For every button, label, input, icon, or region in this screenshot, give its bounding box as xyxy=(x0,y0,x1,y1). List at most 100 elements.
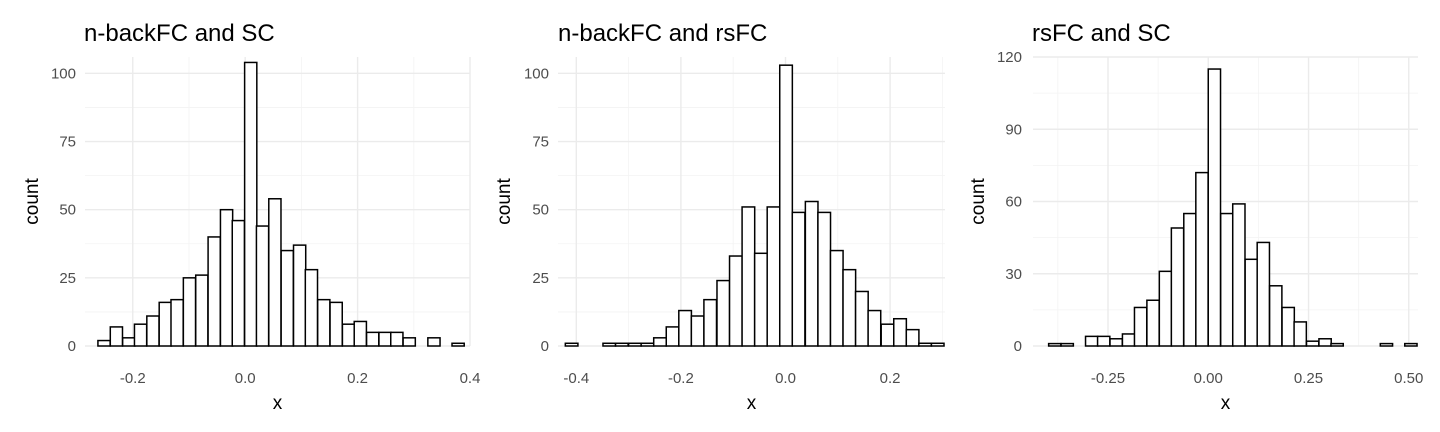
histogram-bar xyxy=(1158,270,1173,347)
histogram-bar xyxy=(1047,342,1062,347)
panel-nback-sc: -0.2 0.0 0.2 0.4 0 25 50 75 100 n-backFC and SC x c… xyxy=(22,20,480,414)
histogram-bar xyxy=(690,315,705,347)
histogram-bar xyxy=(728,255,743,347)
histogram-bar xyxy=(304,268,319,347)
y-tick-label: 90 xyxy=(1005,121,1022,138)
histogram-bar xyxy=(402,337,417,347)
histogram-bar xyxy=(1121,333,1136,347)
histogram-bar xyxy=(1305,340,1320,347)
histogram-bar xyxy=(329,301,343,347)
histogram-bar xyxy=(892,317,908,347)
chart-title: rsFC and SC xyxy=(1032,20,1171,47)
histogram-bar xyxy=(1404,342,1418,347)
histogram-bar xyxy=(365,331,380,347)
histogram-bar xyxy=(1133,306,1148,347)
histogram-bar xyxy=(678,309,693,347)
histogram-bar xyxy=(1281,306,1296,347)
histogram-bar xyxy=(1379,342,1394,347)
x-axis-label: x xyxy=(273,393,283,414)
y-tick-label: 100 xyxy=(51,65,76,82)
chart-title: n-backFC and SC xyxy=(84,20,275,47)
histogram-bar xyxy=(1109,338,1124,347)
histogram-bar xyxy=(867,309,882,347)
histogram-bar xyxy=(753,252,768,347)
histogram-bar xyxy=(316,298,331,347)
y-tick-label: 60 xyxy=(1005,194,1022,211)
histogram-bar xyxy=(255,225,270,347)
histogram-bar xyxy=(231,219,246,347)
histogram-bar xyxy=(1244,258,1259,347)
histogram-bar xyxy=(640,342,655,347)
histogram-bar xyxy=(1231,203,1246,347)
histogram-bar xyxy=(170,298,184,347)
y-tick-label: 100 xyxy=(524,65,549,82)
histogram-bar xyxy=(378,331,392,347)
histogram-bar xyxy=(158,301,173,347)
y-tick-label: 0 xyxy=(68,338,76,355)
y-axis-label: count xyxy=(968,178,989,225)
histogram-bar xyxy=(1195,171,1209,347)
histogram-bar xyxy=(1293,321,1308,347)
histogram-bar xyxy=(451,342,465,347)
histogram-bar xyxy=(427,337,441,347)
panel-rsfc-sc: -0.25 0.00 0.25 0.50 0 30 60 90 120 rsFC and SC x c… xyxy=(968,20,1423,414)
x-tick-label: 0.4 xyxy=(460,370,481,387)
histogram-bar xyxy=(194,274,209,347)
histogram-bar xyxy=(1318,338,1332,347)
x-tick-label: -0.4 xyxy=(563,370,589,387)
histogram-bar xyxy=(243,61,258,347)
histogram-bar xyxy=(905,328,920,347)
y-tick-label: 50 xyxy=(532,202,549,219)
y-tick-label: 50 xyxy=(59,202,76,219)
x-tick-label: 0.0 xyxy=(235,370,256,387)
histogram-bar xyxy=(109,326,124,347)
histogram-bar xyxy=(219,208,234,347)
histogram-bar xyxy=(353,320,368,347)
histogram-bar xyxy=(614,342,629,347)
histogram-bar xyxy=(703,298,718,347)
histogram-bar xyxy=(854,290,869,347)
histogram-bar xyxy=(918,342,933,347)
panel-nback-rsfc: -0.4 -0.2 0.0 0.2 0 25 50 75 100 n-backFC and rsF… xyxy=(494,20,945,414)
y-tick-label: 120 xyxy=(997,49,1022,66)
histogram-bar xyxy=(97,339,111,347)
histogram-bar xyxy=(133,323,148,347)
y-tick-label: 30 xyxy=(1005,266,1022,283)
histogram-bar xyxy=(652,337,668,347)
y-tick-label: 0 xyxy=(1014,338,1022,355)
y-axis-label: count xyxy=(22,178,43,225)
histogram-bar xyxy=(268,198,282,347)
y-tick-label: 25 xyxy=(59,270,76,287)
histogram-bar xyxy=(1146,299,1160,347)
histogram-bar xyxy=(341,323,356,347)
x-tick-label: 0.00 xyxy=(1194,370,1223,387)
histogram-bar xyxy=(1060,342,1075,347)
histogram-bar xyxy=(1096,335,1111,347)
histogram-bar xyxy=(1207,68,1222,347)
histogram-bar xyxy=(665,326,680,347)
y-axis-label: count xyxy=(494,178,515,225)
histogram-bar xyxy=(1170,227,1185,347)
histogram-bar xyxy=(741,206,756,347)
histogram-bar xyxy=(880,323,895,347)
chart-title: n-backFC and rsFC xyxy=(558,20,767,47)
histogram-bar xyxy=(390,331,404,347)
histogram-bar xyxy=(778,64,794,347)
histogram-bar xyxy=(766,206,781,347)
histogram-bar xyxy=(930,342,945,347)
histogram-bar xyxy=(207,236,222,347)
x-tick-label: 0.0 xyxy=(775,370,796,387)
x-axis-label: x xyxy=(747,393,757,414)
histogram-bar xyxy=(1330,342,1344,347)
y-tick-label: 0 xyxy=(541,338,549,355)
histogram-bar xyxy=(602,342,617,347)
histogram-bar xyxy=(280,249,295,347)
histogram-bar xyxy=(716,279,731,347)
y-tick-label: 75 xyxy=(532,134,549,151)
histogram-bar xyxy=(564,342,579,347)
y-tick-label: 75 xyxy=(59,134,76,151)
histogram-bar xyxy=(146,315,160,347)
histogram-bar xyxy=(121,337,136,347)
histogram-bar xyxy=(791,211,806,347)
